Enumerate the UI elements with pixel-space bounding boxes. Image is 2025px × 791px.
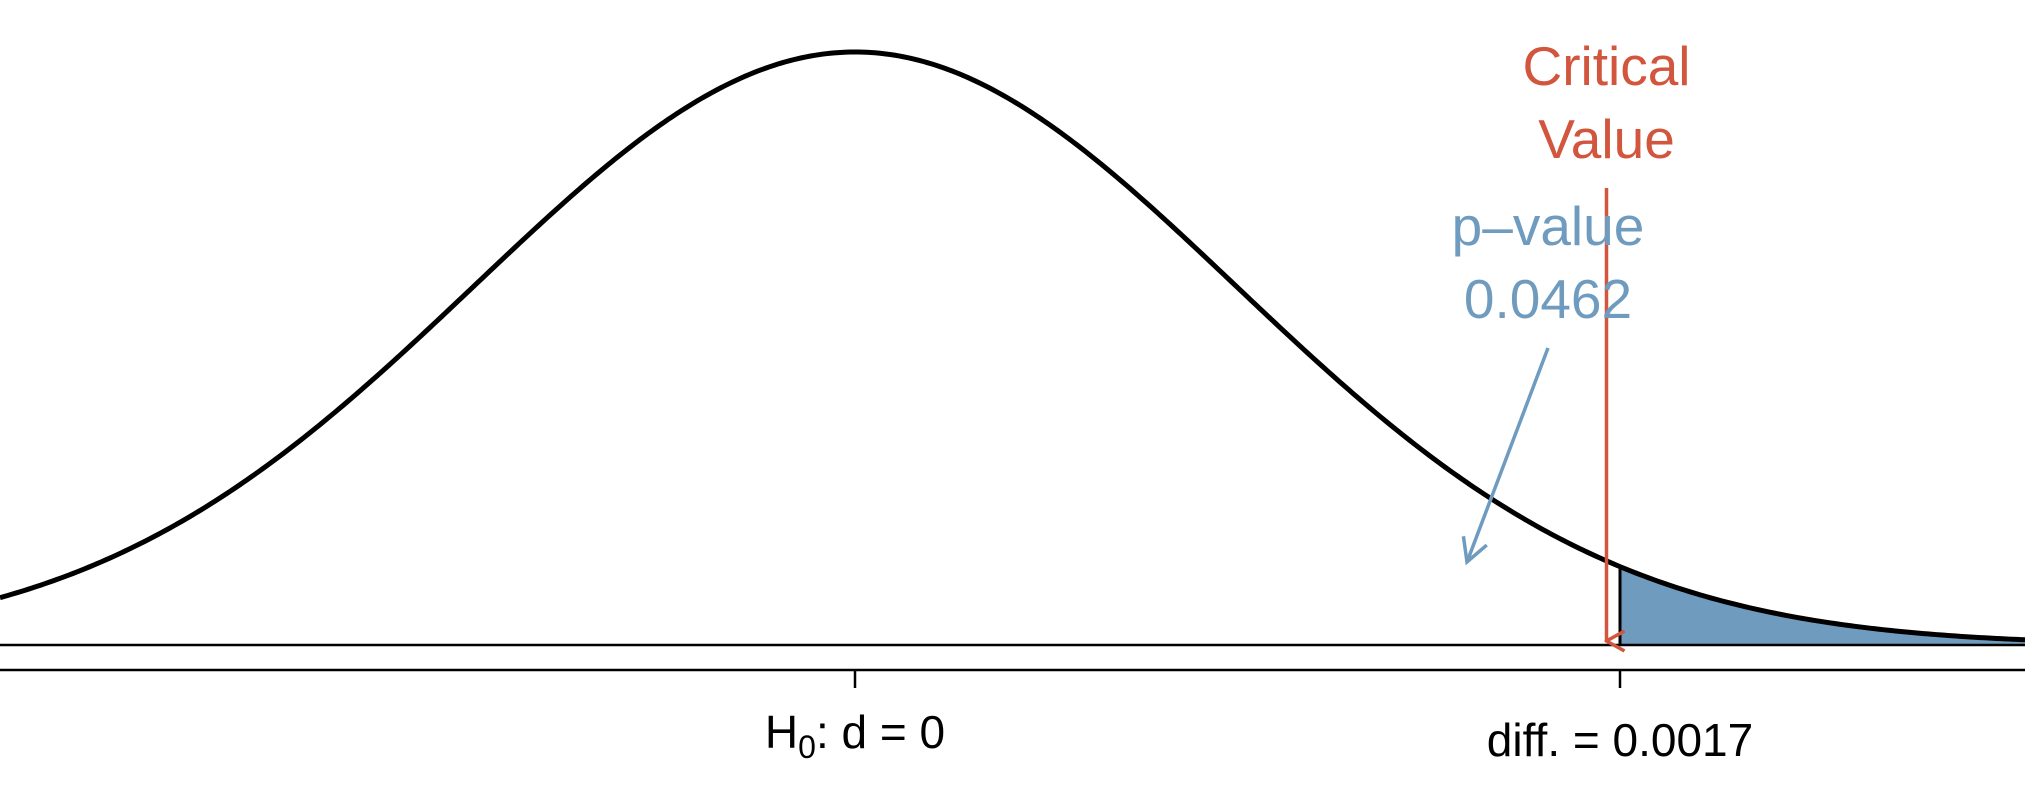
observed-diff-tick-label: diff. = 0.0017	[1487, 714, 1753, 766]
critical-value-label-line1: Critical	[1522, 35, 1690, 97]
null-label-prefix: H	[765, 706, 798, 758]
critical-value-label-line2: Value	[1538, 108, 1675, 170]
null-label-suffix: : d = 0	[816, 706, 945, 758]
p-value-arrow-head	[1461, 536, 1488, 566]
null-label-subscript: 0	[798, 729, 816, 765]
p-value-arrow	[1465, 347, 1550, 563]
null-hypothesis-tick-label: H0: d = 0	[765, 706, 945, 765]
p-value-shaded-area	[1620, 566, 2025, 645]
null-distribution-curve	[0, 49, 2025, 643]
p-value-label-line2: 0.0462	[1464, 268, 1632, 330]
p-value-label-line1: p–value	[1452, 195, 1645, 257]
